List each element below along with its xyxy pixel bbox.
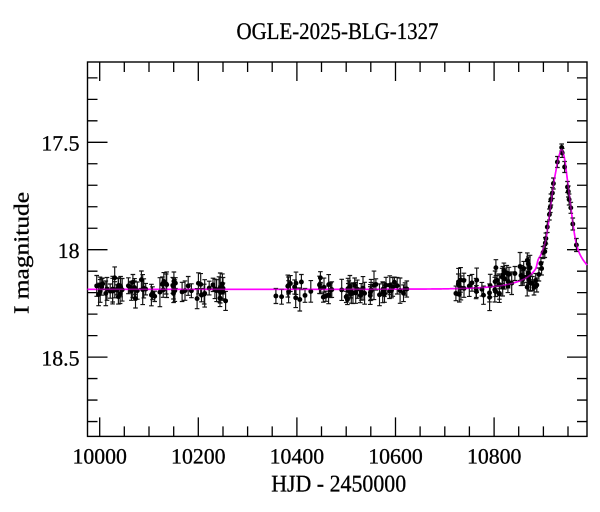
svg-text:HJD - 2450000: HJD - 2450000 [271, 472, 406, 498]
svg-text:I magnitude: I magnitude [10, 192, 34, 314]
svg-text:10200: 10200 [171, 444, 226, 468]
svg-text:OGLE-2025-BLG-1327: OGLE-2025-BLG-1327 [237, 19, 439, 45]
svg-text:18: 18 [58, 239, 80, 263]
svg-text:10400: 10400 [270, 444, 325, 468]
svg-text:17.5: 17.5 [41, 132, 79, 156]
svg-text:18.5: 18.5 [41, 346, 79, 370]
svg-text:10600: 10600 [368, 444, 423, 468]
svg-text:10800: 10800 [467, 444, 522, 468]
svg-text:10000: 10000 [72, 444, 127, 468]
